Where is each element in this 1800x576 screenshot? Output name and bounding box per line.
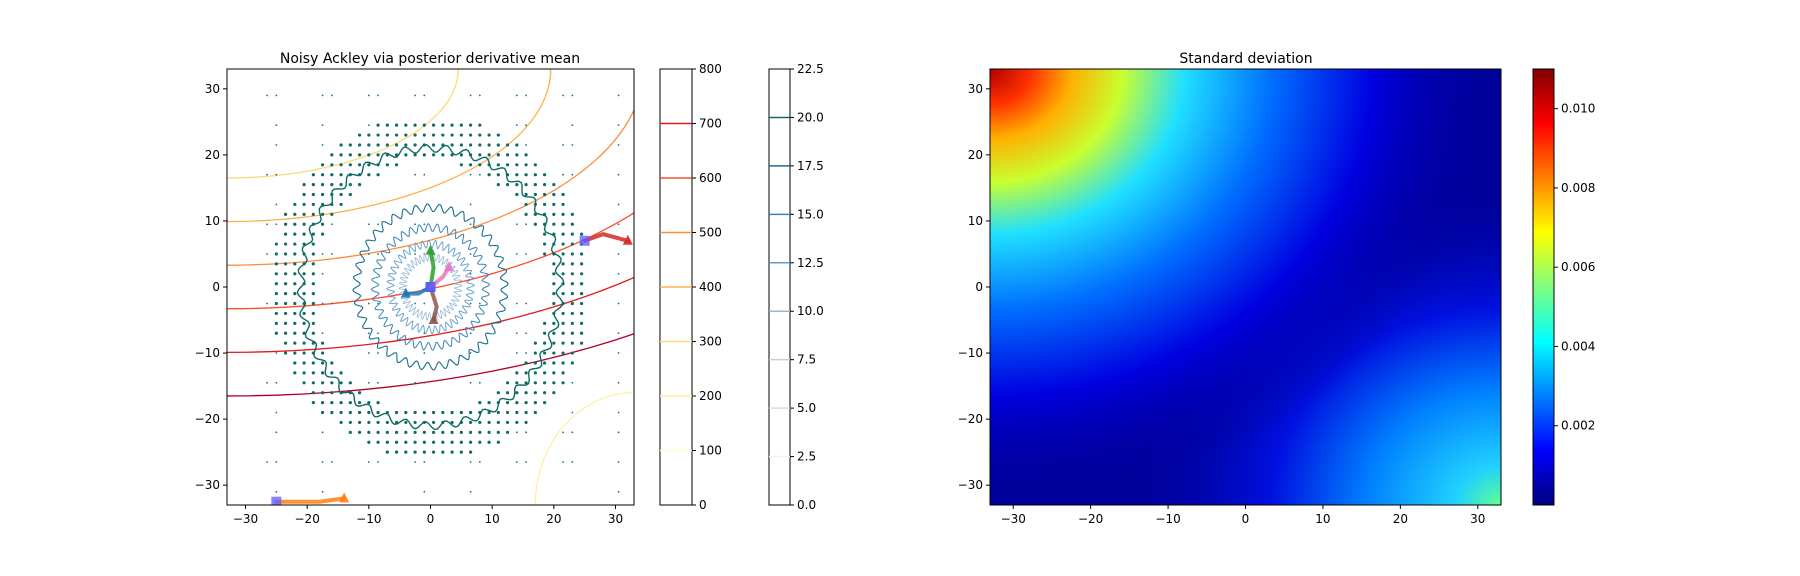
- x-tick-label: 20: [546, 512, 561, 526]
- y-tick-label: 10: [968, 214, 983, 228]
- colorbar-tick-label: 0.006: [1561, 260, 1595, 274]
- y-tick-label: 0: [975, 280, 983, 294]
- y-tick-label: −10: [195, 346, 220, 360]
- x-tick-label: 0: [1242, 512, 1250, 526]
- colorbar-tick-label: 500: [699, 226, 722, 240]
- colorbar-3-gradient: [1532, 68, 1555, 506]
- x-tick-label: −20: [295, 512, 320, 526]
- colorbar-tick-label: 0.0: [797, 498, 816, 512]
- x-tick-label: 30: [608, 512, 623, 526]
- colorbar-tick-label: 300: [699, 335, 722, 349]
- left-chart: Noisy Ackley via posterior derivative me…: [195, 51, 635, 526]
- y-tick-label: 0: [212, 280, 220, 294]
- y-tick-label: 20: [205, 148, 220, 162]
- y-tick-label: −30: [195, 478, 220, 492]
- x-tick-label: 10: [1315, 512, 1330, 526]
- std-dev-heatmap: [990, 69, 1501, 505]
- colorbar-tick-label: 22.5: [797, 62, 824, 76]
- colorbar-tick-label: 2.5: [797, 450, 816, 464]
- colorbar-2-frame: [768, 68, 791, 506]
- x-tick-label: 20: [1393, 512, 1408, 526]
- colorbar-tick-label: 5.0: [797, 401, 816, 415]
- colorbar-1-ticks: 0 100 200 300 400 500 600 700 800: [692, 62, 722, 512]
- colorbar-3: 0.002 0.004 0.006 0.008 0.010: [1532, 68, 1595, 506]
- y-tick-label: −10: [958, 346, 983, 360]
- y-tick-label: 30: [968, 82, 983, 96]
- left-y-axis: −30 −20 −10 0 10 20 30: [195, 82, 227, 492]
- colorbar-tick-label: 0.002: [1561, 419, 1595, 433]
- colorbar-1-levels: [660, 122, 692, 452]
- y-tick-label: 20: [968, 148, 983, 162]
- x-tick-label: −10: [356, 512, 381, 526]
- x-tick-label: −30: [233, 512, 258, 526]
- colorbar-tick-label: 0.008: [1561, 181, 1595, 195]
- x-tick-label: 10: [485, 512, 500, 526]
- colorbar-2: 0.0 2.5 5.0 7.5 10.0 12.5 15.0 17.5 20.0 22.5: [768, 62, 824, 512]
- colorbar-tick-label: 200: [699, 389, 722, 403]
- colorbar-tick-label: 10.0: [797, 304, 824, 318]
- y-tick-label: 10: [205, 214, 220, 228]
- x-tick-label: 30: [1470, 512, 1485, 526]
- right-x-axis: −30 −20 −10 0 10 20 30: [1001, 505, 1485, 526]
- left-x-axis: −30 −20 −10 0 10 20 30: [233, 505, 623, 526]
- colorbar-tick-label: 20.0: [797, 110, 824, 124]
- x-tick-label: 0: [427, 512, 435, 526]
- colorbar-2-levels: [769, 116, 790, 458]
- colorbar-tick-label: 0.010: [1561, 102, 1595, 116]
- colorbar-tick-label: 7.5: [797, 353, 816, 367]
- colorbar-tick-label: 700: [699, 117, 722, 131]
- y-tick-label: −20: [195, 412, 220, 426]
- y-tick-label: −20: [958, 412, 983, 426]
- y-tick-label: 30: [205, 82, 220, 96]
- colorbar-tick-label: 0: [699, 498, 707, 512]
- x-tick-label: −20: [1078, 512, 1103, 526]
- colorbar-tick-label: 15.0: [797, 207, 824, 221]
- colorbar-tick-label: 0.004: [1561, 339, 1595, 353]
- right-chart: Standard deviation −30 −20 −10 0 10 20 30 −30−…: [958, 51, 1502, 526]
- colorbar-2-ticks: 0.0 2.5 5.0 7.5 10.0 12.5 15.0 17.5 20.0 22.5: [790, 62, 824, 512]
- x-tick-label: −30: [1001, 512, 1026, 526]
- colorbar-tick-label: 17.5: [797, 159, 824, 173]
- colorbar-tick-label: 400: [699, 280, 722, 294]
- colorbar-tick-label: 600: [699, 171, 722, 185]
- colorbar-tick-label: 800: [699, 62, 722, 76]
- colorbar-3-ticks: 0.002 0.004 0.006 0.008 0.010: [1554, 102, 1595, 433]
- left-chart-title: Noisy Ackley via posterior derivative me…: [280, 51, 580, 67]
- x-tick-label: −10: [1155, 512, 1180, 526]
- y-tick-label: −30: [958, 478, 983, 492]
- left-contours: [227, 69, 634, 505]
- right-y-axis: −30 −20 −10 0 10 20 30: [958, 82, 990, 492]
- colorbar-1: 0 100 200 300 400 500 600 700 800: [659, 62, 722, 512]
- colorbar-tick-label: 100: [699, 444, 722, 458]
- colorbar-tick-label: 12.5: [797, 256, 824, 270]
- right-chart-title: Standard deviation: [1179, 51, 1312, 67]
